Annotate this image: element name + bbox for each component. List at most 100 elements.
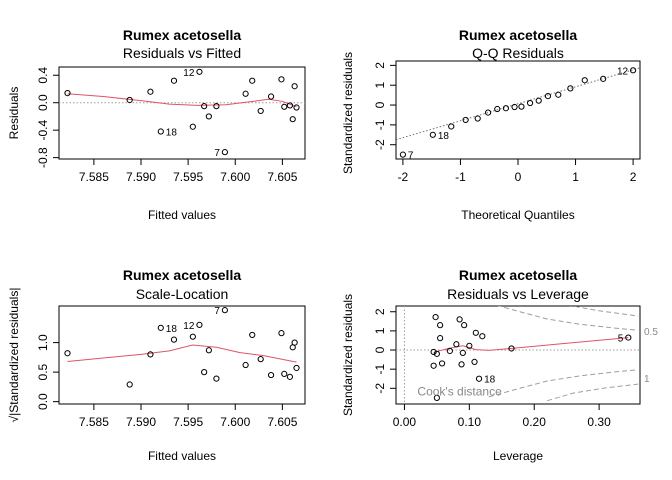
data-point [429, 131, 436, 138]
contour-level-label: 0.5 [644, 327, 658, 338]
data-point [555, 91, 562, 98]
x-tick-label: 7.600 [220, 415, 250, 429]
point-label: 7 [408, 151, 414, 162]
data-point [629, 67, 637, 74]
panel1-subtitle: Residuals vs Fitted [123, 45, 241, 61]
contour-level-label: 1 [644, 374, 650, 385]
data-point [479, 333, 486, 340]
data-point [213, 103, 220, 110]
data-point [462, 116, 469, 124]
panel3-plot-frame [58, 305, 306, 405]
data-point [201, 103, 208, 110]
data-point [453, 341, 460, 348]
panel3-marks: 7.585 7.590 7.595 7.600 7.605 0.0 0.5 1.0 18 12 7 [36, 306, 300, 429]
panel2-subtitle: Q-Q Residuals [472, 45, 564, 61]
data-point [291, 83, 298, 90]
panel4-ylabel: Standardized residuals [341, 294, 355, 416]
data-point [221, 307, 228, 314]
panel3-title: Rumex acetosella [123, 267, 241, 283]
panel1-plot-frame [58, 66, 306, 160]
data-point [446, 347, 453, 355]
data-point [508, 345, 515, 352]
data-point [286, 373, 294, 380]
panel4-subtitle: Residuals vs Leverage [447, 286, 589, 302]
data-point [399, 151, 407, 158]
panel4-title: Rumex acetosella [459, 267, 577, 283]
panel3-subtitle: Scale-Location [136, 286, 229, 302]
data-point [196, 321, 203, 328]
point-label: 18 [438, 131, 450, 142]
data-point [157, 324, 164, 331]
x-tick-label: 7.590 [126, 170, 156, 184]
data-point [511, 103, 518, 111]
data-point [458, 361, 465, 368]
y-tick-label: -1 [373, 119, 387, 130]
x-tick-label: -2 [398, 170, 409, 184]
panel4-plot-area [396, 306, 640, 404]
data-point [147, 351, 154, 358]
smoother-line [433, 337, 629, 353]
data-point [456, 316, 463, 323]
data-point [281, 103, 288, 110]
x-tick-label: 7.605 [267, 170, 297, 184]
data-point [242, 90, 249, 97]
panel1-plot-area [59, 68, 305, 156]
y-tick-label: 1.0 [36, 334, 50, 351]
point-label: 18 [166, 128, 178, 139]
panel2-xlabel: Theoretical Quantiles [461, 208, 574, 222]
data-point [249, 77, 256, 84]
panel2-plot-frame [395, 60, 641, 160]
data-point [278, 330, 285, 337]
panel3-ylabel: √|Standardized residuals| [7, 288, 21, 423]
y-tick-label: -1 [373, 364, 387, 375]
point-label: 7 [214, 148, 220, 159]
data-point [472, 329, 479, 336]
data-point [278, 76, 285, 83]
data-point [170, 336, 178, 343]
y-tick-label: 0.0 [36, 393, 50, 410]
data-point [437, 322, 444, 329]
y-tick-label: -0.8 [36, 147, 50, 168]
data-point [293, 364, 300, 372]
point-label: 5 [618, 334, 624, 345]
cooks-distance-contour [488, 369, 639, 398]
point-label: 12 [183, 321, 195, 332]
panel4-xlabel: Leverage [493, 449, 543, 463]
data-point [201, 369, 208, 376]
data-point [474, 115, 481, 122]
data-point [518, 103, 525, 110]
data-point [147, 88, 154, 95]
data-point [466, 342, 473, 349]
data-point [286, 102, 294, 109]
x-tick-label: 7.600 [220, 170, 250, 184]
smoother-line [67, 93, 297, 108]
x-tick-label: 7.605 [267, 415, 297, 429]
panel1-xlabel: Fitted values [148, 208, 216, 222]
data-point [433, 350, 440, 357]
data-point [433, 394, 440, 401]
data-point [281, 370, 288, 377]
cooks-distance-contour [547, 383, 639, 402]
x-tick-label: 0 [515, 170, 522, 184]
data-point [170, 77, 178, 84]
x-tick-label: 7.595 [173, 170, 203, 184]
panel-qq-residuals: Rumex acetosella Q-Q Residuals Theoretic… [341, 27, 641, 222]
x-tick-label: 7.585 [79, 170, 109, 184]
data-point [221, 149, 228, 156]
y-tick-label: 0.5 [36, 363, 50, 380]
data-point [625, 334, 632, 341]
smoother-line [67, 344, 297, 363]
data-point [544, 93, 552, 100]
panel2-plot-area [396, 67, 640, 158]
x-tick-label: 0.30 [587, 415, 611, 429]
data-point [213, 375, 220, 382]
x-tick-label: 0.20 [523, 415, 547, 429]
data-point [430, 348, 437, 356]
data-point [126, 381, 133, 388]
data-point [448, 123, 455, 130]
panel1-marks: 7.585 7.590 7.595 7.600 7.605 -0.8 -0.4 0.0 0.4 1… [36, 67, 305, 184]
data-point [242, 361, 249, 369]
data-point [526, 99, 534, 107]
